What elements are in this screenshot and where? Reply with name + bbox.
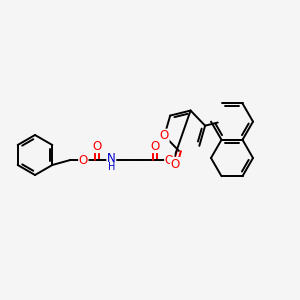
Text: O: O <box>170 158 180 170</box>
Text: O: O <box>93 140 102 152</box>
Text: H: H <box>108 162 115 172</box>
Text: O: O <box>151 140 160 152</box>
Text: N: N <box>107 152 116 166</box>
Text: O: O <box>165 154 174 166</box>
Text: O: O <box>160 129 169 142</box>
Text: O: O <box>79 154 88 166</box>
